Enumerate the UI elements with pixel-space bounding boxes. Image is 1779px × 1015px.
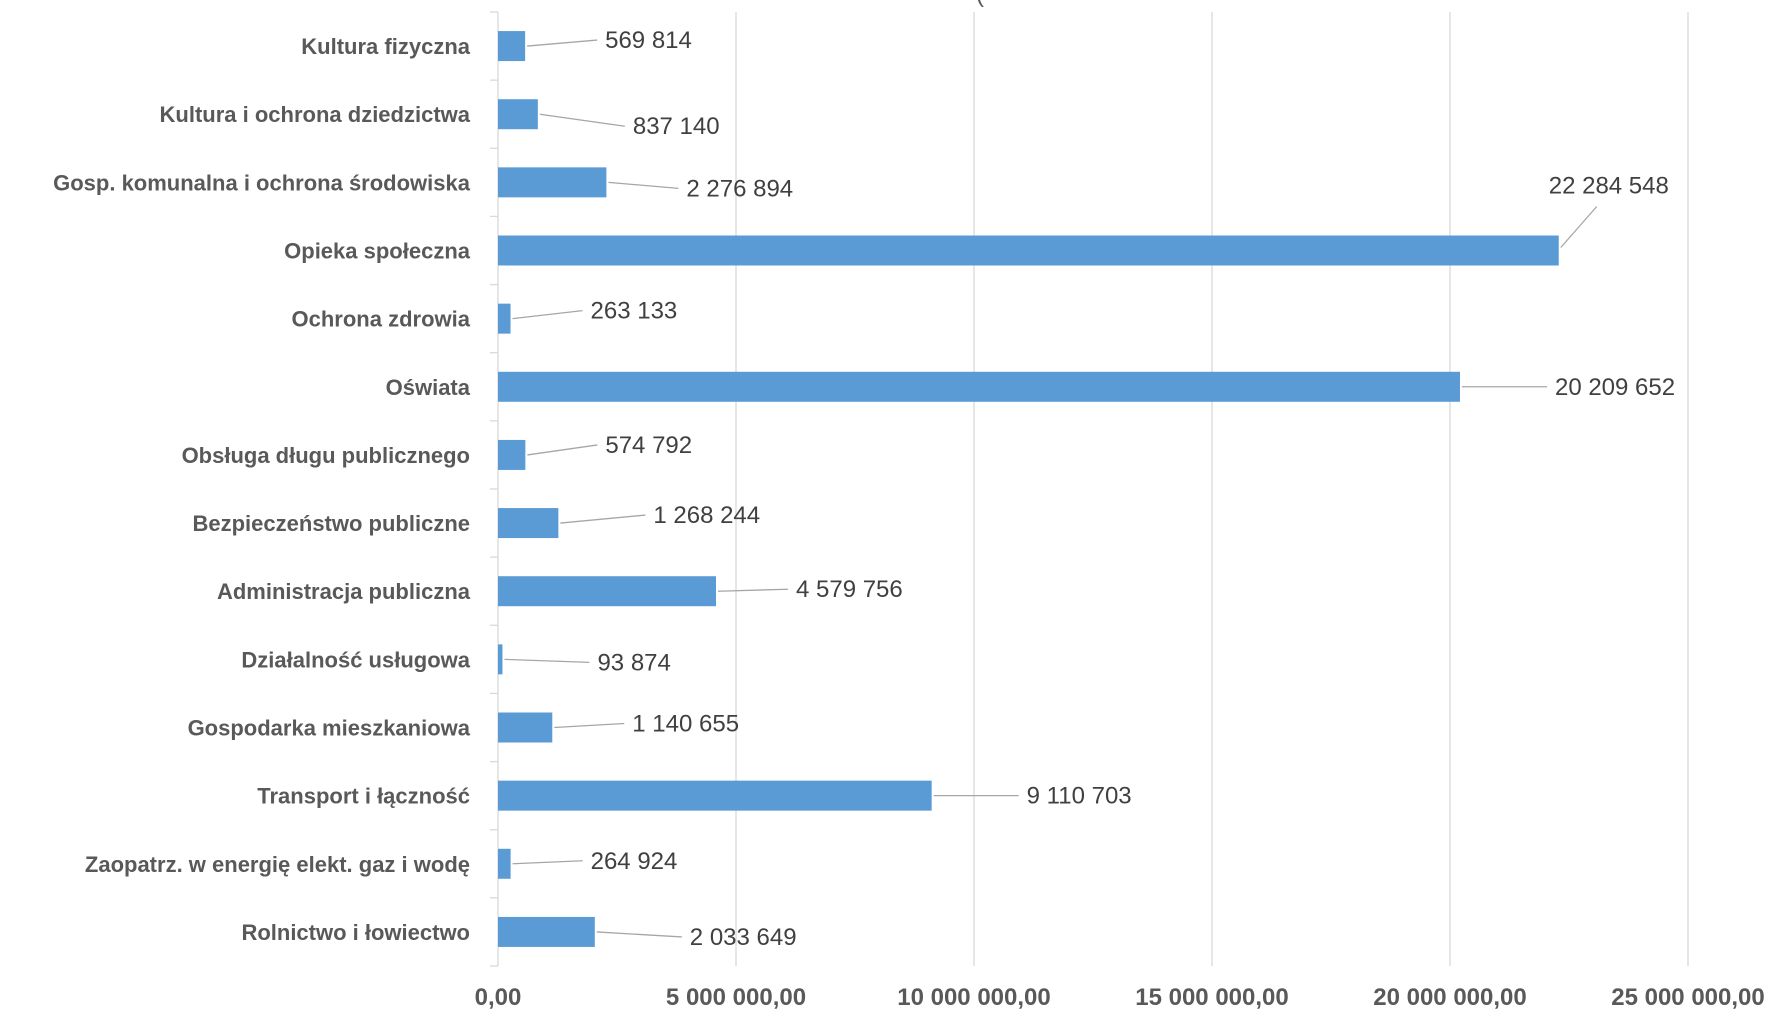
- bar: [498, 439, 526, 470]
- category-label: Kultura fizyczna: [301, 34, 470, 59]
- bar: [498, 780, 932, 811]
- bar: [498, 712, 553, 743]
- x-tick-label: 0,00: [475, 984, 522, 1011]
- data-label: 1 140 655: [632, 711, 739, 738]
- data-label: 20 209 652: [1555, 374, 1675, 401]
- data-label: 263 133: [591, 298, 678, 325]
- bar: [498, 167, 607, 198]
- leader-line: [1560, 206, 1598, 248]
- chart-title-fragment: (: [976, 0, 984, 8]
- data-label: 93 874: [597, 649, 670, 676]
- category-label: Kultura i ochrona dziedzictwa: [160, 102, 471, 127]
- x-tick-label: 10 000 000,00: [897, 984, 1050, 1011]
- leader-line: [539, 113, 625, 127]
- category-label: Ochrona zdrowia: [292, 307, 471, 332]
- data-label: 837 140: [633, 113, 720, 140]
- data-label: 574 792: [605, 432, 692, 459]
- leader-line: [512, 309, 583, 320]
- data-label: 2 033 649: [690, 924, 797, 951]
- category-labels: Kultura fizyczna Kultura i ochrona dziedz…: [53, 34, 471, 945]
- gridlines: [735, 12, 1689, 966]
- data-label: 22 284 548: [1549, 173, 1669, 200]
- leader-line: [560, 514, 646, 524]
- bar: [498, 644, 503, 675]
- data-label: 1 268 244: [653, 502, 760, 529]
- category-label: Oświata: [386, 375, 471, 400]
- leader-line: [527, 444, 598, 456]
- y-axis-ticks: [490, 11, 498, 967]
- x-tick-label: 20 000 000,00: [1373, 984, 1526, 1011]
- data-label: 264 924: [591, 848, 678, 875]
- category-label: Gosp. komunalna i ochrona środowiska: [53, 170, 471, 195]
- category-label: Rolnictwo i łowiectwo: [241, 920, 470, 945]
- x-tick-labels: 0,00 5 000 000,00 10 000 000,00 15 000 000,…: [475, 984, 1765, 1011]
- leader-line: [608, 181, 679, 190]
- x-tick-label: 15 000 000,00: [1135, 984, 1288, 1011]
- bar: [498, 99, 538, 130]
- leader-line: [504, 658, 590, 664]
- leader-line: [596, 931, 682, 938]
- leader-line: [717, 588, 789, 592]
- category-label: Działalność usługowa: [241, 647, 470, 672]
- data-label: 9 110 703: [1027, 783, 1132, 810]
- bar: [498, 371, 1460, 402]
- data-label: 2 276 894: [686, 175, 793, 202]
- data-label: 4 579 756: [796, 576, 903, 603]
- category-label: Transport i łączność: [257, 784, 470, 809]
- data-labels: 569 814 837 140 2 276 894 22 284 548 263 133…: [591, 27, 1676, 951]
- category-label: Gospodarka mieszkaniowa: [188, 716, 471, 741]
- category-label: Zaopatrz. w energię elekt. gaz i wodę: [85, 852, 470, 877]
- bar: [498, 576, 716, 607]
- bars: [498, 31, 1559, 947]
- bar: [498, 916, 595, 947]
- data-label: 569 814: [605, 27, 692, 54]
- bar: [498, 235, 1559, 266]
- category-label: Administracja publiczna: [217, 579, 471, 604]
- bar: [498, 31, 526, 62]
- category-label: Obsługa długu publicznego: [182, 443, 470, 468]
- x-tick-label: 25 000 000,00: [1611, 984, 1764, 1011]
- x-tick-label: 5 000 000,00: [666, 984, 806, 1011]
- bar: [498, 508, 559, 539]
- category-label: Bezpieczeństwo publiczne: [193, 511, 471, 536]
- leader-line: [554, 722, 625, 729]
- category-label: Opieka społeczna: [284, 239, 471, 264]
- bar: [498, 303, 511, 334]
- leader-line: [527, 39, 598, 47]
- bar: [498, 848, 511, 879]
- data-label-leader-lines: [504, 39, 1598, 938]
- leader-line: [512, 860, 583, 865]
